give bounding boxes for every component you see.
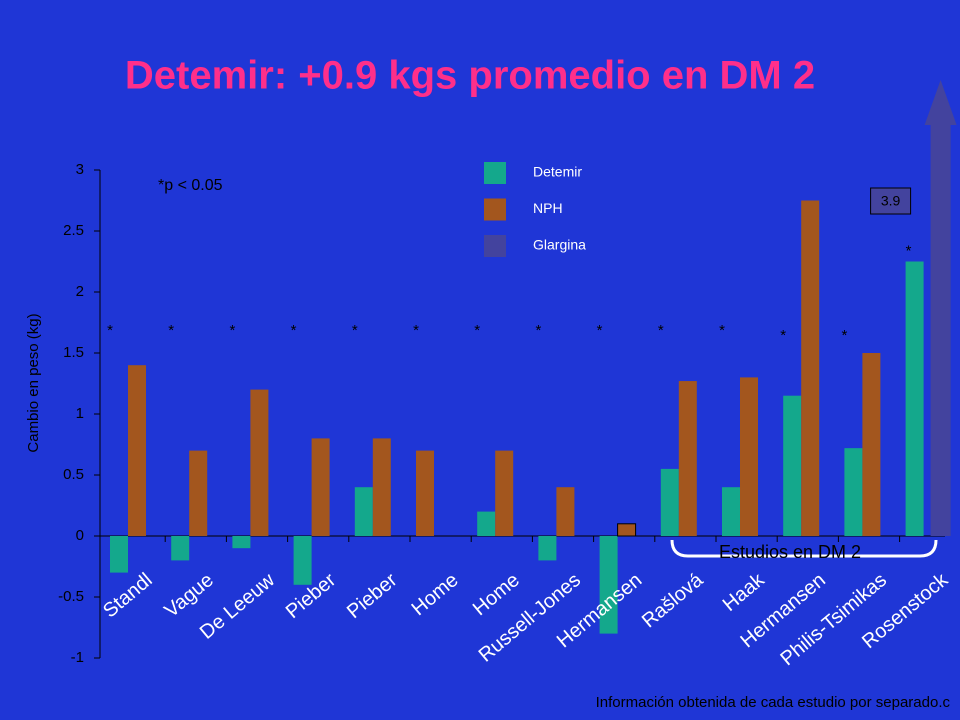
y-tick-label: 2: [76, 283, 84, 300]
x-tick-label: Haak: [719, 568, 770, 616]
legend-swatch: [484, 162, 506, 184]
y-tick-label: 1.5: [63, 344, 84, 361]
bracket-label: Estudios en DM 2: [719, 542, 861, 562]
x-tick-label: Philis-Tsimikas: [776, 569, 891, 670]
significance-mark: *: [168, 322, 174, 339]
significance-mark: *: [780, 327, 786, 344]
bar: [617, 523, 637, 537]
bar: [930, 125, 951, 536]
y-tick-label: -0.5: [58, 588, 84, 605]
bar: [293, 536, 312, 585]
bar: [354, 487, 373, 536]
significance-mark: *: [229, 322, 235, 339]
bar: [538, 536, 557, 561]
y-tick-label: 0: [76, 527, 84, 544]
footer: Información obtenida de cada estudio por…: [596, 694, 951, 711]
significance-mark: *: [719, 322, 725, 339]
legend-label: NPH: [533, 200, 563, 216]
significance-mark: *: [841, 327, 847, 344]
bar: [250, 389, 269, 536]
bar: [905, 261, 924, 536]
bar: [232, 536, 251, 549]
bar: [722, 487, 740, 536]
bar: [740, 377, 758, 536]
bar: [477, 511, 496, 536]
value-label: 3.9: [881, 193, 901, 209]
significance-mark: *: [535, 322, 541, 339]
legend-label: Glargina: [533, 237, 586, 253]
bar: [171, 536, 190, 561]
bar: [599, 536, 618, 634]
bracket: [670, 539, 938, 558]
bar: [416, 450, 434, 536]
bar: [844, 448, 863, 536]
significance-mark: *: [413, 322, 419, 339]
bar: [311, 438, 330, 536]
note: *p < 0.05: [158, 177, 223, 194]
x-tick-label: Rašlová: [638, 568, 708, 632]
x-tick-label: Vague: [160, 569, 217, 622]
significance-mark: *: [291, 322, 297, 339]
bar: [678, 381, 697, 536]
bar: [110, 536, 128, 573]
value-label-box: [870, 187, 912, 215]
y-axis-label: Cambio en peso (kg): [25, 313, 42, 452]
bar: [189, 450, 208, 536]
legend-label: Detemir: [533, 164, 582, 180]
arrow-head: [924, 80, 957, 125]
significance-mark: *: [597, 322, 603, 339]
bar: [801, 200, 820, 536]
significance-mark: *: [352, 322, 358, 339]
bar: [660, 468, 679, 536]
significance-mark: *: [474, 322, 480, 339]
bar: [128, 365, 146, 536]
significance-mark: *: [107, 322, 113, 339]
x-tick-label: Home: [408, 569, 463, 620]
bar: [783, 395, 802, 536]
bar: [556, 487, 575, 536]
bar: [372, 438, 391, 536]
y-tick-label: -1: [71, 649, 84, 666]
legend-swatch: [484, 235, 506, 257]
significance-mark: *: [658, 322, 664, 339]
y-tick-label: 1: [76, 405, 84, 422]
chart-title: Detemir: +0.9 kgs promedio en DM 2: [125, 54, 815, 98]
y-tick-label: 2.5: [63, 222, 84, 239]
y-tick-label: 3: [76, 161, 84, 178]
bar: [495, 450, 514, 536]
x-tick-label: Standl: [99, 569, 157, 622]
legend-swatch: [484, 198, 506, 221]
y-tick-label: 0.5: [63, 466, 84, 483]
x-tick-label: Home: [469, 569, 524, 620]
x-tick-label: Pieber: [343, 569, 402, 623]
significance-mark: *: [906, 242, 912, 259]
bar: [862, 353, 881, 536]
